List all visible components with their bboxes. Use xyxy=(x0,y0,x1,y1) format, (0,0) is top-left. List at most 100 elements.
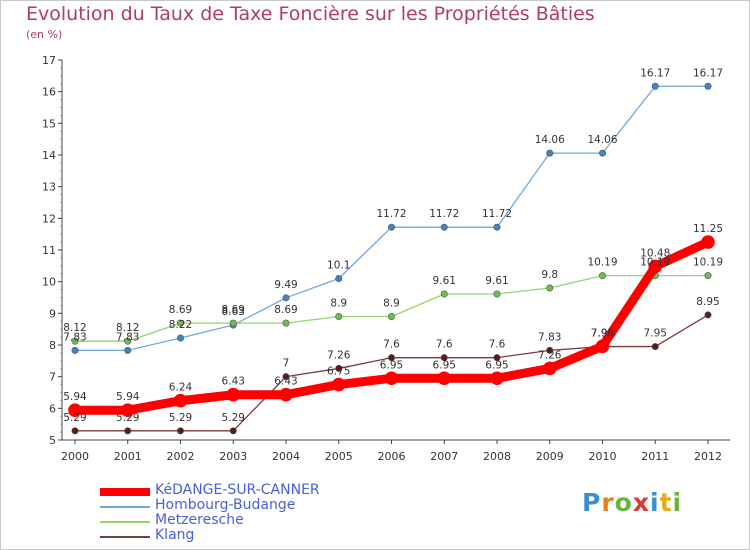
data-point xyxy=(226,387,241,402)
legend-label: KéDANGE-SUR-CANNER xyxy=(155,482,320,498)
data-point xyxy=(651,343,659,351)
proxiti-logo: Proxiti xyxy=(582,488,682,517)
data-label: 9.61 xyxy=(433,275,456,287)
data-label: 16.17 xyxy=(693,67,723,79)
data-label: 8.69 xyxy=(274,304,297,316)
data-point xyxy=(651,82,659,90)
legend-swatch xyxy=(100,536,150,538)
data-label: 10.19 xyxy=(587,257,617,269)
logo-letter: x xyxy=(632,488,650,517)
legend-swatch xyxy=(100,506,150,508)
data-point xyxy=(384,371,399,386)
data-point xyxy=(598,149,606,157)
data-label: 8.63 xyxy=(222,306,245,318)
data-point xyxy=(279,387,293,402)
x-tick-label: 2005 xyxy=(325,450,353,463)
data-point xyxy=(229,319,237,327)
legend-item: Hombourg-Budange xyxy=(100,497,400,514)
x-tick-label: 2009 xyxy=(536,450,564,463)
data-point xyxy=(546,284,554,292)
logo-letter: r xyxy=(601,488,615,517)
data-label: 6.95 xyxy=(485,359,508,371)
data-label: 6.75 xyxy=(327,366,350,378)
y-tick-label: 7 xyxy=(49,371,56,384)
data-label: 6.43 xyxy=(274,376,297,388)
y-tick-label: 16 xyxy=(42,86,56,99)
data-label: 7.26 xyxy=(538,349,562,361)
data-point xyxy=(282,294,290,302)
data-point xyxy=(437,371,452,386)
data-label: 14.06 xyxy=(587,134,617,146)
y-tick-label: 11 xyxy=(42,244,56,257)
x-tick-label: 2012 xyxy=(694,450,722,463)
data-label: 6.43 xyxy=(222,376,245,388)
data-label: 5.94 xyxy=(116,391,140,403)
data-point xyxy=(493,354,501,362)
y-tick-label: 14 xyxy=(42,149,56,162)
y-tick-label: 13 xyxy=(42,181,56,194)
data-point xyxy=(701,235,715,249)
data-label: 7.95 xyxy=(591,328,614,340)
data-point xyxy=(704,82,712,90)
data-point xyxy=(173,393,188,408)
data-label: 10.1 xyxy=(327,260,350,272)
legend-label: Metzeresche xyxy=(155,512,244,528)
data-label: 8.9 xyxy=(330,298,347,310)
legend-swatch xyxy=(100,488,150,496)
data-label: 7.6 xyxy=(436,339,453,351)
data-point xyxy=(124,337,132,345)
data-label: 7.6 xyxy=(383,339,400,351)
data-label: 7.83 xyxy=(116,331,139,343)
data-label: 5.29 xyxy=(222,412,245,424)
data-label: 7 xyxy=(283,358,290,370)
data-point xyxy=(387,312,395,320)
data-label: 9.8 xyxy=(541,269,558,281)
data-point xyxy=(177,427,185,435)
y-tick-label: 15 xyxy=(42,117,56,130)
x-tick-label: 2008 xyxy=(483,450,511,463)
data-label: 8.69 xyxy=(169,304,192,316)
y-tick-label: 6 xyxy=(49,402,56,415)
x-tick-label: 2004 xyxy=(272,450,300,463)
logo-letter: o xyxy=(614,488,633,517)
data-point xyxy=(546,149,554,157)
x-tick-label: 2010 xyxy=(589,450,617,463)
y-tick-label: 17 xyxy=(42,54,56,67)
legend-item: Metzeresche xyxy=(100,512,400,529)
x-tick-label: 2000 xyxy=(61,450,89,463)
unit-label: (en %) xyxy=(26,28,63,41)
data-point xyxy=(331,377,346,392)
data-point xyxy=(387,223,395,231)
data-point xyxy=(335,364,343,372)
data-point xyxy=(335,312,343,320)
data-point xyxy=(71,427,79,435)
data-point xyxy=(120,403,135,418)
data-label: 8.22 xyxy=(169,319,192,331)
logo-letter: i xyxy=(672,488,683,517)
data-label: 8.12 xyxy=(116,322,139,334)
legend-item: Klang xyxy=(100,527,400,544)
data-label: 11.72 xyxy=(482,208,512,220)
data-point xyxy=(68,403,82,418)
data-label: 8.12 xyxy=(63,322,86,334)
data-label: 5.29 xyxy=(116,412,139,424)
data-point xyxy=(542,361,557,376)
data-label: 10.48 xyxy=(640,247,670,259)
x-tick-label: 2011 xyxy=(641,450,669,463)
data-point xyxy=(335,274,343,282)
data-point xyxy=(124,346,132,354)
y-tick-label: 10 xyxy=(42,276,56,289)
data-label: 7.83 xyxy=(63,331,86,343)
data-point xyxy=(71,346,79,354)
data-point xyxy=(493,223,501,231)
data-label: 7.26 xyxy=(327,349,351,361)
data-label: 8.69 xyxy=(222,304,245,316)
legend-item: KéDANGE-SUR-CANNER xyxy=(100,482,400,499)
data-label: 5.94 xyxy=(63,391,87,403)
data-label: 8.95 xyxy=(696,296,719,308)
data-point xyxy=(440,354,448,362)
data-point xyxy=(282,319,290,327)
data-point xyxy=(490,371,504,386)
x-tick-label: 2007 xyxy=(430,450,458,463)
